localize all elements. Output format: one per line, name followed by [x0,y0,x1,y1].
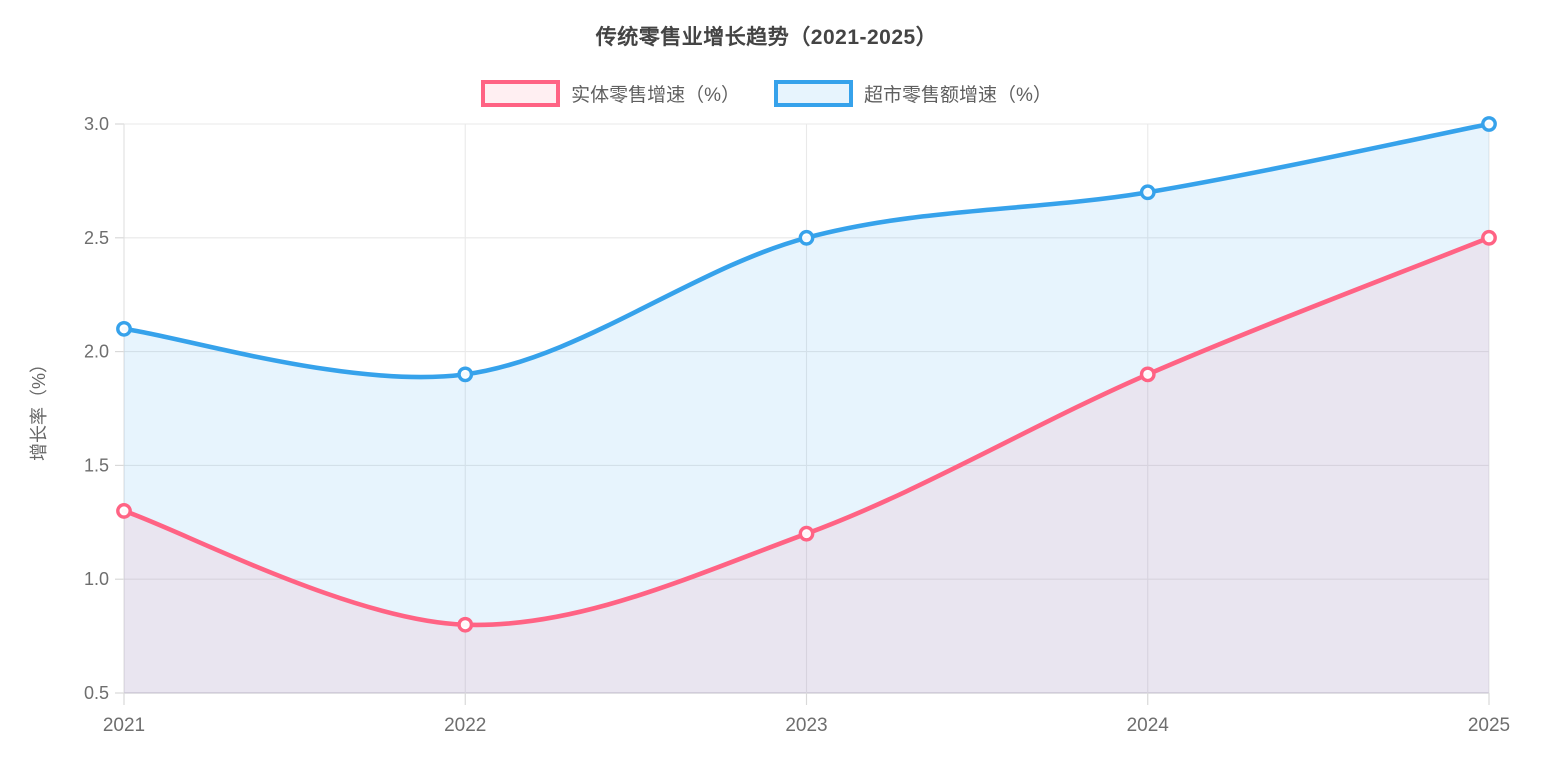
x-tick-label: 2023 [785,715,827,736]
y-tick-label: 2.0 [84,342,109,362]
data-point-2023-series-1[interactable] [798,229,815,246]
data-point-2023-series-0[interactable] [798,525,815,542]
legend-label-physical-retail: 实体零售增速（%） [571,85,740,106]
x-tick-label: 2024 [1127,715,1170,736]
legend-item-physical-retail[interactable]: 实体零售增速（%） [481,80,740,107]
data-point-2024-series-1[interactable] [1139,184,1156,201]
data-point-2022-series-1[interactable] [457,366,474,383]
legend: 实体零售增速（%） 超市零售额增速（%） [0,80,1533,107]
data-point-2025-series-1[interactable] [1481,116,1497,132]
data-point-2022-series-0[interactable] [457,616,474,633]
y-tick-label: 0.5 [84,683,109,703]
data-point-2024-series-0[interactable] [1139,366,1156,383]
legend-item-supermarket-retail[interactable]: 超市零售额增速（%） [774,80,1052,107]
legend-swatch-supermarket-retail [774,80,853,107]
y-tick-label: 2.5 [84,228,109,248]
y-tick-label: 3.0 [84,114,109,134]
legend-label-supermarket-retail: 超市零售额增速（%） [864,85,1052,106]
legend-swatch-physical-retail [481,80,561,107]
x-tick-label: 2021 [103,715,145,736]
data-point-2021-series-1[interactable] [116,320,132,337]
data-point-2025-series-0[interactable] [1481,229,1497,246]
y-tick-label: 1.0 [84,569,109,589]
chart-title: 传统零售业增长趋势（2021-2025） [595,26,938,49]
series-area-1 [124,124,1489,693]
data-point-2021-series-0[interactable] [116,503,132,519]
x-tick-label: 2022 [444,715,486,736]
series-area-0 [124,237,1489,694]
y-tick-label: 1.5 [84,455,109,475]
x-tick-label: 2025 [1468,715,1510,736]
